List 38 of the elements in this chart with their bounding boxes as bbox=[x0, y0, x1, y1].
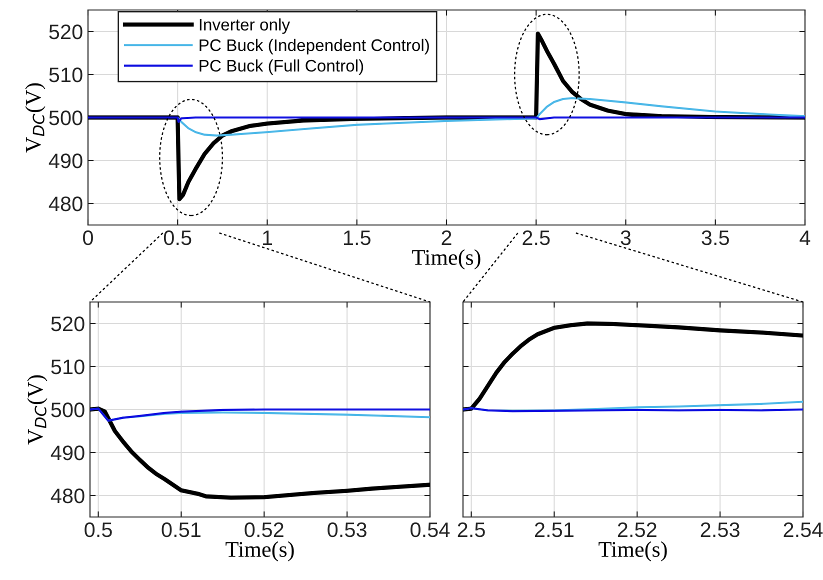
x-axis-title: Time(s) bbox=[598, 541, 667, 562]
y-tick-label: 500 bbox=[51, 402, 84, 418]
y-tick-label: 510 bbox=[51, 360, 84, 374]
y-tick-label: 490 bbox=[48, 154, 82, 168]
y-tick-label: 520 bbox=[49, 24, 82, 40]
x-tick-label: 0.51 bbox=[162, 522, 200, 538]
y-tick-label: 500 bbox=[49, 110, 82, 126]
x-tick-label: 0.53 bbox=[328, 522, 366, 538]
x-tick-label: 0.52 bbox=[244, 522, 284, 538]
x-tick-label: 2 bbox=[442, 230, 452, 245]
x-tick-label: 0.5 bbox=[164, 230, 192, 246]
y-tick-label: 520 bbox=[51, 316, 84, 332]
y-axis-title: V$_{DC}$(V) bbox=[25, 83, 46, 153]
y-tick-label: 510 bbox=[49, 68, 82, 82]
x-axis-title: Time(s) bbox=[226, 541, 294, 562]
x-tick-label: 2.54 bbox=[784, 522, 823, 538]
line-series bbox=[90, 406, 430, 500]
x-tick-label: 1 bbox=[263, 230, 272, 245]
x-tick-label: 2.52 bbox=[618, 522, 656, 538]
x-tick-label: 1.5 bbox=[344, 230, 370, 246]
x-tick-label: 3.5 bbox=[702, 230, 729, 246]
x-tick-label: 0.5 bbox=[84, 522, 112, 538]
x-tick-label: 4 bbox=[800, 230, 810, 245]
x-tick-label: 0.54 bbox=[410, 522, 450, 538]
y-axis-title: V$_{DC}$(V) bbox=[27, 375, 48, 445]
x-tick-label: 2.5 bbox=[522, 230, 550, 246]
x-tick-label: 2.51 bbox=[534, 522, 574, 538]
x-tick-label: 2.5 bbox=[458, 522, 485, 538]
y-tick-label: 480 bbox=[48, 196, 82, 212]
x-axis-title: Time(s) bbox=[412, 249, 480, 270]
x-tick-label: 3 bbox=[620, 230, 631, 246]
legend-label: Inverter only bbox=[200, 18, 290, 34]
x-tick-label: 0 bbox=[83, 230, 93, 246]
x-tick-label: 2.53 bbox=[700, 522, 740, 538]
legend-label: PC Buck (Independent Control) bbox=[200, 38, 429, 54]
y-tick-label: 480 bbox=[50, 488, 84, 504]
legend-label: PC Buck (Full Control) bbox=[200, 59, 364, 75]
y-tick-label: 490 bbox=[50, 446, 84, 460]
